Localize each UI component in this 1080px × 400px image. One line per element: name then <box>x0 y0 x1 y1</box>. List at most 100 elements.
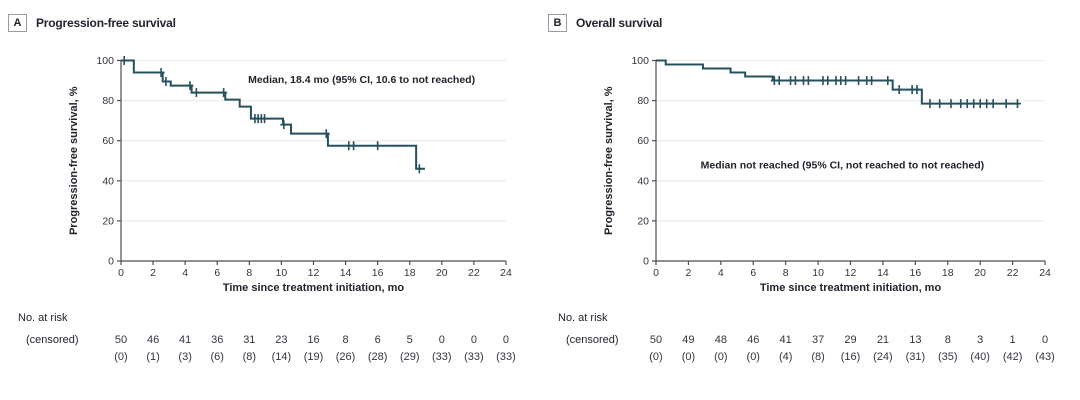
y-tick-label: 100 <box>96 55 114 67</box>
panel-b-title: Overall survival <box>576 16 663 30</box>
risk-table-at-risk-value: 50 <box>650 334 662 346</box>
median-annotation: Median not reached (95% CI, not reached … <box>701 159 985 171</box>
risk-table-censored-value: (0) <box>714 351 727 363</box>
risk-table-at-risk-value: 49 <box>682 334 694 346</box>
y-tick-label: 80 <box>637 95 649 107</box>
risk-table-at-risk-value: 21 <box>877 334 889 346</box>
risk-table-censored-value: (42) <box>1003 351 1023 363</box>
x-tick-label: 0 <box>653 267 659 279</box>
x-tick-label: 12 <box>845 267 857 279</box>
risk-table-at-risk-value: 16 <box>307 334 319 346</box>
risk-table-at-risk-value: 3 <box>977 334 983 346</box>
risk-table-at-risk-value: 0 <box>439 334 445 346</box>
panel-b-letter-box: B <box>548 14 567 32</box>
y-tick-label: 20 <box>102 215 114 227</box>
risk-table-at-risk-value: 8 <box>342 334 348 346</box>
risk-table-censored-value: (19) <box>304 351 324 363</box>
risk-table-censored-label: (censored) <box>566 334 619 346</box>
median-annotation: Median, 18.4 mo (95% CI, 10.6 to not rea… <box>248 74 475 86</box>
risk-table-at-risk-value: 0 <box>503 334 509 346</box>
risk-table-at-risk-value: 41 <box>179 334 191 346</box>
risk-table-censored-value: (1) <box>146 351 159 363</box>
y-tick-label: 20 <box>637 215 649 227</box>
risk-table-censored-value: (4) <box>779 351 792 363</box>
x-tick-label: 14 <box>877 267 889 279</box>
y-tick-label: 60 <box>637 135 649 147</box>
risk-table-at-risk-value: 8 <box>945 334 951 346</box>
risk-table-censored-value: (3) <box>178 351 191 363</box>
x-tick-label: 16 <box>910 267 922 279</box>
y-axis-label: Progression-free survival, % <box>68 86 80 235</box>
risk-table-censored-value: (8) <box>811 351 824 363</box>
risk-table-censored-value: (43) <box>1035 351 1055 363</box>
y-tick-label: 40 <box>637 175 649 187</box>
x-tick-label: 16 <box>372 267 384 279</box>
x-tick-label: 18 <box>942 267 954 279</box>
risk-table-at-risk-value: 46 <box>147 334 159 346</box>
x-tick-label: 0 <box>118 267 124 279</box>
risk-table-censored-value: (14) <box>272 351 292 363</box>
x-tick-label: 6 <box>214 267 220 279</box>
panel-a-title: Progression-free survival <box>36 16 176 30</box>
x-tick-label: 10 <box>812 267 824 279</box>
risk-table-at-risk-value: 0 <box>1042 334 1048 346</box>
risk-table-at-risk-value: 5 <box>407 334 413 346</box>
y-tick-label: 0 <box>108 256 114 268</box>
x-tick-label: 20 <box>974 267 986 279</box>
risk-table-at-risk-value: 23 <box>275 334 287 346</box>
x-tick-label: 24 <box>1039 267 1051 279</box>
risk-table-at-risk-value: 29 <box>844 334 856 346</box>
x-tick-label: 4 <box>718 267 724 279</box>
x-tick-label: 6 <box>750 267 756 279</box>
risk-table-censored-value: (16) <box>841 351 861 363</box>
risk-table-at-risk-value: 36 <box>211 334 223 346</box>
risk-table-censored-value: (8) <box>243 351 256 363</box>
y-tick-label: 40 <box>102 175 114 187</box>
x-axis-label: Time since treatment initiation, mo <box>760 282 942 294</box>
risk-table-censored-value: (0) <box>682 351 695 363</box>
risk-table-at-risk-value: 48 <box>715 334 727 346</box>
risk-table-censored-value: (26) <box>336 351 356 363</box>
risk-table-censored-value: (33) <box>432 351 452 363</box>
y-tick-label: 60 <box>102 135 114 147</box>
x-tick-label: 22 <box>1007 267 1019 279</box>
x-tick-label: 12 <box>308 267 320 279</box>
panel-a-letter-box: A <box>8 14 27 32</box>
risk-table-label: No. at risk <box>558 312 608 324</box>
risk-table-censored-value: (0) <box>747 351 760 363</box>
x-tick-label: 2 <box>685 267 691 279</box>
panel-b-chart: 020406080100050(0)249(0)448(0)646(0)841(… <box>558 55 1055 363</box>
risk-table-censored-label: (censored) <box>26 334 79 346</box>
y-axis-label: Progression-free survival, % <box>603 86 615 235</box>
risk-table-label: No. at risk <box>18 312 68 324</box>
x-tick-label: 14 <box>340 267 352 279</box>
x-tick-label: 8 <box>783 267 789 279</box>
risk-table-at-risk-value: 37 <box>812 334 824 346</box>
survival-curve <box>656 59 1020 105</box>
risk-table-at-risk-value: 6 <box>375 334 381 346</box>
risk-table-censored-value: (0) <box>114 351 127 363</box>
risk-table-at-risk-value: 0 <box>471 334 477 346</box>
risk-table-censored-value: (28) <box>368 351 388 363</box>
risk-table-at-risk-value: 50 <box>115 334 127 346</box>
risk-table-censored-value: (40) <box>970 351 990 363</box>
panel-a-chart: 020406080100050(0)246(1)441(3)636(6)831(… <box>18 55 516 363</box>
x-tick-label: 10 <box>276 267 288 279</box>
x-tick-label: 18 <box>404 267 416 279</box>
risk-table-censored-value: (24) <box>873 351 893 363</box>
risk-table-censored-value: (31) <box>906 351 926 363</box>
x-tick-label: 8 <box>246 267 252 279</box>
risk-table-censored-value: (0) <box>649 351 662 363</box>
x-tick-label: 22 <box>468 267 480 279</box>
risk-table-at-risk-value: 31 <box>243 334 255 346</box>
y-tick-label: 0 <box>643 256 649 268</box>
risk-table-at-risk-value: 41 <box>780 334 792 346</box>
panel-b-header: B Overall survival <box>548 14 662 32</box>
risk-table-censored-value: (29) <box>400 351 420 363</box>
risk-table-at-risk-value: 13 <box>909 334 921 346</box>
y-tick-label: 80 <box>102 95 114 107</box>
x-tick-label: 4 <box>182 267 188 279</box>
survival-curve <box>121 59 425 170</box>
y-tick-label: 100 <box>631 55 649 67</box>
